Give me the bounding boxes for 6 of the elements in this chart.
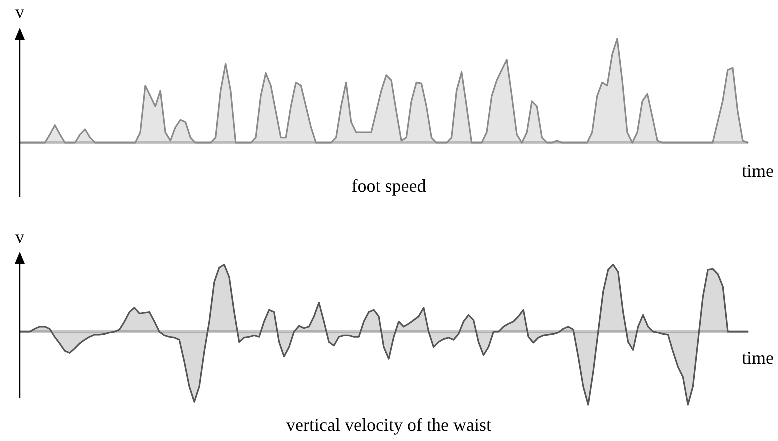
y-axis-title: v (16, 2, 24, 22)
text: vertical velocity of the waist (286, 415, 492, 435)
x-axis-title: time (742, 348, 774, 368)
x-axis-title: time (742, 161, 774, 181)
text: foot speed (352, 176, 426, 196)
y-axis-title: v (16, 227, 24, 247)
